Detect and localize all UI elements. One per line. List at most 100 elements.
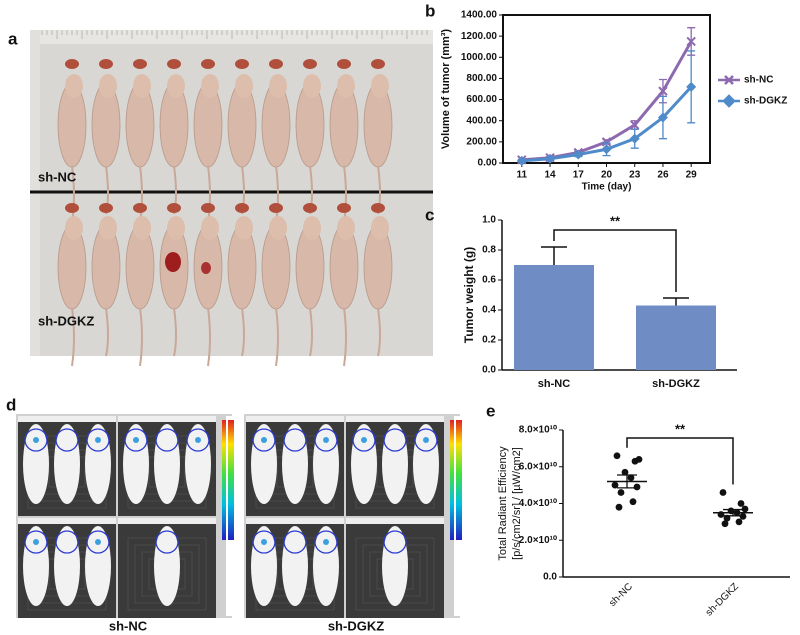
tumor <box>235 203 249 213</box>
signal <box>33 539 39 545</box>
y-tick-label: 0.8 <box>482 245 496 256</box>
mouse-head <box>337 74 355 98</box>
mouse-head <box>201 216 219 240</box>
y-tick-label: 0.4 <box>482 305 496 316</box>
roi-circle <box>414 428 438 452</box>
signal <box>423 437 429 443</box>
x-tick-label: 29 <box>686 170 698 181</box>
tile-header <box>246 518 344 524</box>
y-axis-title: Volume of tumor (mm³) <box>440 29 452 150</box>
tumor <box>269 59 283 69</box>
tumor <box>133 203 147 213</box>
roi-circle <box>352 428 376 452</box>
data-point <box>613 452 621 460</box>
marker <box>516 155 527 166</box>
x-tick-label: 14 <box>544 170 556 181</box>
signal <box>133 437 139 443</box>
mouse-head <box>99 216 117 240</box>
mouse-body <box>282 526 308 606</box>
y-tick-label: 200.00 <box>466 136 497 147</box>
roi-circle <box>55 530 79 554</box>
bar <box>514 265 594 370</box>
x-tick-label: sh-NC <box>607 581 635 609</box>
mouse-tail <box>343 307 347 367</box>
mouse-head <box>201 74 219 98</box>
marker <box>545 153 556 164</box>
mouse-head <box>167 74 185 98</box>
x-tick-label: 11 <box>517 170 528 181</box>
mouse-tail <box>71 307 75 367</box>
data-point <box>723 514 731 522</box>
y-tick-label: 0.6 <box>482 275 496 286</box>
mouse-body <box>54 526 80 606</box>
y-tick-label: 4.0×10¹⁰ <box>519 498 557 509</box>
marker <box>658 86 668 96</box>
tumor <box>303 59 317 69</box>
data-point <box>611 481 619 489</box>
color-bar <box>222 420 228 540</box>
tumor <box>337 203 351 213</box>
x-tick-label: 23 <box>629 170 641 181</box>
data-point <box>633 483 641 491</box>
legend-label: sh-DGKZ <box>744 96 787 107</box>
panel-letter: c <box>425 205 434 224</box>
color-bar <box>456 420 462 540</box>
significance-bracket <box>553 229 677 292</box>
roi-circle <box>24 428 48 452</box>
data-point <box>615 503 623 511</box>
color-bar <box>450 420 456 540</box>
photo-label: sh-NC <box>38 169 77 184</box>
tumor-lesion <box>201 262 211 274</box>
marker <box>686 81 697 92</box>
data-point <box>719 489 727 496</box>
color-bar <box>228 420 234 540</box>
y-tick-label: 400.00 <box>466 115 497 126</box>
marker <box>686 36 696 47</box>
legend-marker <box>718 94 740 108</box>
tumor <box>167 59 181 69</box>
y-tick-label: 0.2 <box>482 335 496 346</box>
panel-letter: d <box>6 395 16 414</box>
tile-header <box>118 416 216 422</box>
y-tick-label: 0.00 <box>478 158 498 169</box>
signal <box>195 437 201 443</box>
roi-circle <box>86 530 110 554</box>
tumor <box>133 59 147 69</box>
roi-circle <box>186 428 210 452</box>
y-tick-label: 600.00 <box>466 94 497 105</box>
roi-circle <box>86 428 110 452</box>
signal <box>33 437 39 443</box>
significance-label: ** <box>610 213 621 228</box>
tumor <box>201 203 215 213</box>
tile-header <box>118 518 216 524</box>
legend-marker <box>718 75 740 85</box>
signal <box>261 437 267 443</box>
legend-label: sh-NC <box>744 75 773 86</box>
mouse-body <box>54 424 80 504</box>
marker <box>601 137 612 147</box>
mouse-tail <box>275 307 279 367</box>
y-tick-label: 1000.00 <box>461 52 498 63</box>
mouse-body <box>251 424 277 504</box>
tumor <box>303 203 317 213</box>
signal <box>95 539 101 545</box>
photo-label: sh-DGKZ <box>38 313 94 328</box>
mouse-body <box>351 424 377 504</box>
tile-header <box>346 518 444 524</box>
y-axis-title: [p/s/cm2/sr] / [µW/cm2] <box>511 447 523 560</box>
roi-circle <box>314 428 338 452</box>
mouse-body <box>251 526 277 606</box>
mouse-body <box>85 424 111 504</box>
mouse-body <box>23 424 49 504</box>
mouse-head <box>235 216 253 240</box>
mouse-head <box>133 216 151 240</box>
x-tick-label: 26 <box>657 170 669 181</box>
significance-bracket <box>626 437 734 485</box>
mouse-body <box>413 424 439 504</box>
mouse-tail <box>139 307 143 367</box>
roi-circle <box>314 530 338 554</box>
roi-circle <box>24 530 48 554</box>
data-point <box>617 489 625 496</box>
y-tick-label: 2.0×10¹⁰ <box>519 535 557 546</box>
